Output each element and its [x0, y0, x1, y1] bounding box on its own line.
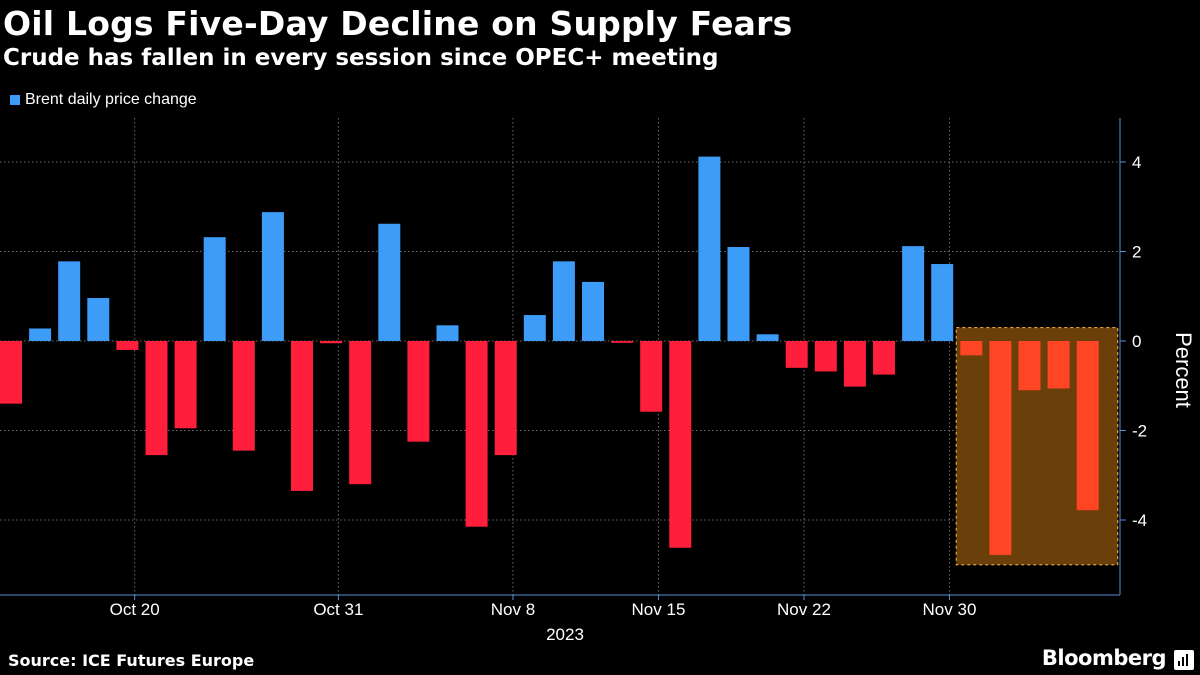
grid-layer: [0, 118, 1120, 595]
bar-positive: [436, 325, 459, 341]
bar-positive: [203, 237, 226, 341]
bar-negative: [0, 341, 22, 404]
bar-negative: [669, 341, 692, 548]
bar-positive: [87, 298, 110, 341]
bar-negative: [611, 341, 634, 343]
bar-negative: [320, 341, 343, 344]
bar-negative: [1047, 341, 1070, 389]
labels-layer: 4 2 0 -2 -4 Percent Oct 20 Oct 31 Nov 8 Nov 15 Nov…: [110, 153, 1196, 644]
axis-layer: [0, 118, 1126, 600]
terminal-icon: [1174, 650, 1194, 670]
bar-positive: [261, 212, 284, 341]
source-note: Source: ICE Futures Europe: [8, 651, 255, 670]
x-tick-label: Nov 30: [923, 600, 977, 619]
legend-label: Brent daily price change: [25, 91, 197, 108]
bar-positive: [931, 264, 954, 341]
y-axis-title: Percent: [1171, 332, 1196, 408]
y-tick-label: 2: [1132, 243, 1141, 262]
bar-positive: [552, 261, 575, 341]
bar-positive: [727, 247, 750, 341]
bar-negative: [1076, 341, 1099, 511]
bar-positive: [902, 246, 925, 341]
bar-negative: [232, 341, 255, 451]
legend-swatch: [10, 95, 20, 105]
y-tick-label: 4: [1132, 153, 1141, 172]
brand-logo: Bloomberg: [1041, 646, 1167, 670]
bar-negative: [407, 341, 430, 442]
bars-layer: [0, 156, 1099, 555]
chart-subtitle: Crude has fallen in every session since …: [3, 45, 719, 71]
bar-positive: [378, 223, 401, 341]
bar-negative: [116, 341, 139, 350]
bar-negative: [174, 341, 197, 429]
bar-negative: [349, 341, 372, 485]
bar-positive: [756, 334, 779, 341]
bar-negative: [873, 341, 895, 375]
chart-title: Oil Logs Five-Day Decline on Supply Fear…: [3, 4, 793, 43]
y-tick-label: -2: [1132, 422, 1147, 441]
bar-positive: [523, 315, 546, 341]
bar-positive: [582, 281, 604, 341]
bar-negative: [843, 341, 866, 387]
x-tick-label: Nov 15: [632, 600, 686, 619]
x-tick-label: Nov 22: [777, 600, 831, 619]
bar-negative: [291, 341, 313, 491]
bar-negative: [465, 341, 488, 527]
y-tick-label: -4: [1132, 511, 1147, 530]
x-tick-label: Oct 31: [313, 600, 363, 619]
bar-positive: [29, 328, 52, 341]
bar-positive: [698, 156, 721, 341]
x-year-label: 2023: [546, 625, 584, 644]
y-tick-label: 0: [1132, 332, 1141, 351]
bar-negative: [494, 341, 517, 456]
x-tick-label: Oct 20: [110, 600, 160, 619]
bar-positive: [58, 261, 81, 341]
bar-negative: [1018, 341, 1041, 391]
bar-negative: [989, 341, 1012, 555]
bar-negative: [145, 341, 168, 456]
x-tick-label: Nov 8: [491, 600, 535, 619]
bar-negative: [814, 341, 837, 372]
chart-legend: Brent daily price change: [10, 91, 197, 109]
bar-negative: [960, 341, 983, 356]
bar-negative: [785, 341, 808, 368]
bar-negative: [640, 341, 663, 412]
